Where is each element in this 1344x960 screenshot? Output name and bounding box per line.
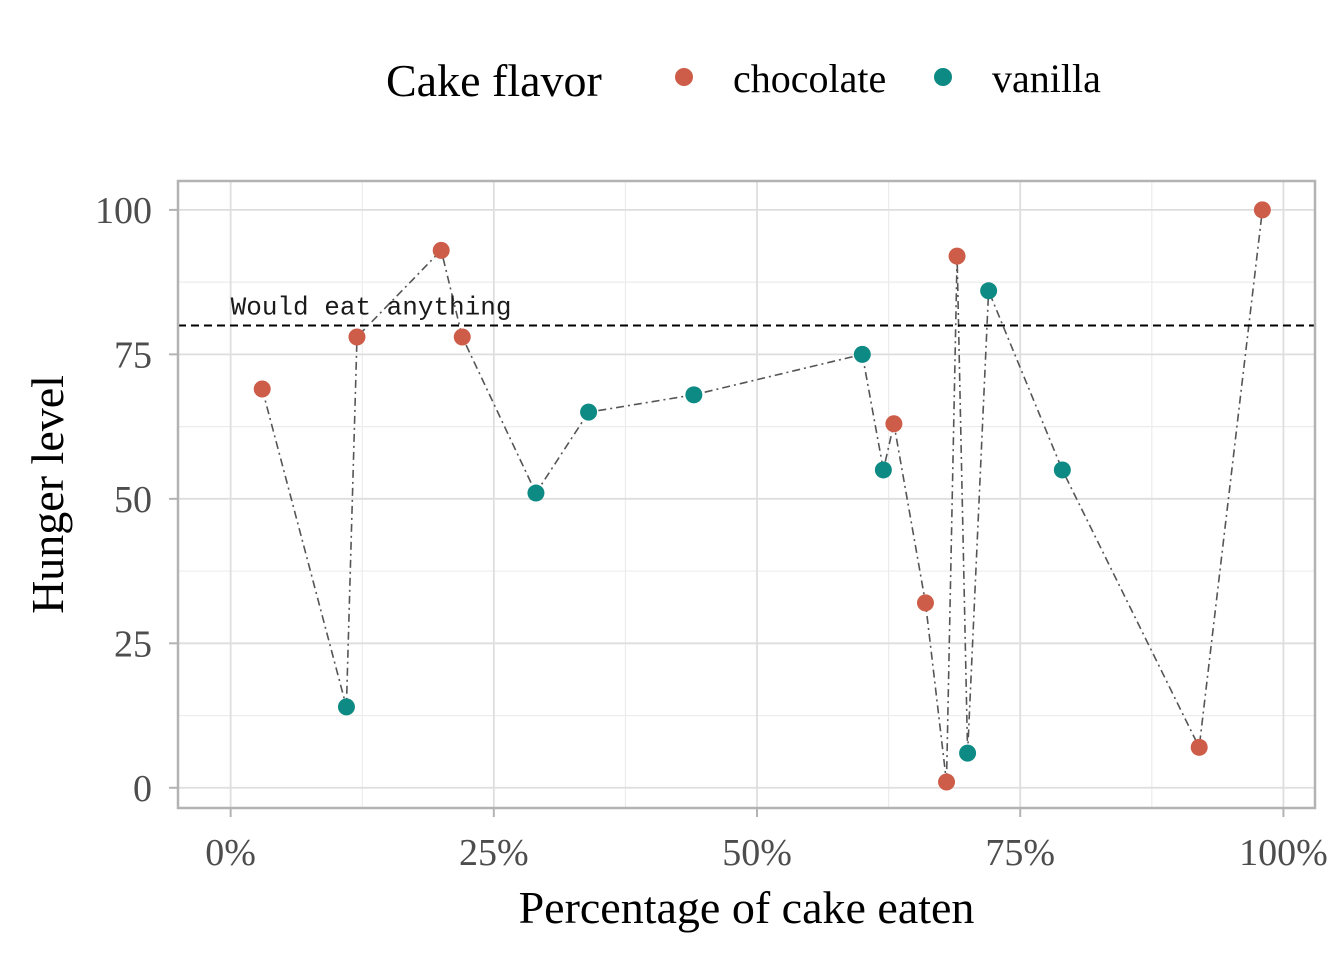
chocolate-point xyxy=(253,380,271,398)
x-tick-label: 25% xyxy=(459,832,529,874)
data-points xyxy=(253,201,1271,791)
x-tick-label: 0% xyxy=(205,832,256,874)
plot-panel-border xyxy=(176,179,1317,810)
chocolate-point xyxy=(916,594,934,612)
chocolate-point xyxy=(1253,201,1271,219)
legend-label-chocolate: chocolate xyxy=(733,56,886,101)
legend-title: Cake flavor xyxy=(386,55,602,106)
y-axis-title: Hunger level xyxy=(22,375,73,614)
legend-label-vanilla: vanilla xyxy=(992,56,1101,101)
chocolate-point xyxy=(1190,738,1208,756)
chocolate-point xyxy=(885,415,903,433)
y-tick-label: 50 xyxy=(114,479,152,521)
legend: Cake flavor chocolate vanilla xyxy=(386,55,1101,106)
vanilla-point xyxy=(1053,461,1071,479)
y-tick-label: 75 xyxy=(114,334,152,376)
chocolate-point xyxy=(453,328,471,346)
minor-gridlines xyxy=(178,181,1315,808)
vanilla-point xyxy=(980,282,998,300)
y-tick-label: 25 xyxy=(114,623,152,665)
y-tick-label: 100 xyxy=(95,190,152,232)
y-tick-label: 0 xyxy=(133,768,152,810)
chocolate-point xyxy=(938,773,956,791)
x-axis-title: Percentage of cake eaten xyxy=(519,882,975,933)
x-tick-label: 75% xyxy=(985,832,1055,874)
vanilla-point xyxy=(580,403,598,421)
legend-key-vanilla xyxy=(934,68,952,86)
x-axis: 0% 25% 50% 75% 100% xyxy=(205,808,1328,874)
legend-key-chocolate xyxy=(675,68,693,86)
vanilla-point xyxy=(853,345,871,363)
major-gridlines xyxy=(178,181,1315,808)
x-tick-label: 100% xyxy=(1239,832,1328,874)
chocolate-point xyxy=(348,328,366,346)
vanilla-point xyxy=(874,461,892,479)
reference-line-label: Would eat anything xyxy=(231,292,512,322)
y-axis: 0 25 50 75 100 xyxy=(95,190,178,810)
chocolate-point xyxy=(432,241,450,259)
vanilla-point xyxy=(337,698,355,716)
vanilla-point xyxy=(685,386,703,404)
vanilla-point xyxy=(527,484,545,502)
x-tick-label: 50% xyxy=(722,832,792,874)
chocolate-point xyxy=(948,247,966,265)
vanilla-point xyxy=(959,744,977,762)
